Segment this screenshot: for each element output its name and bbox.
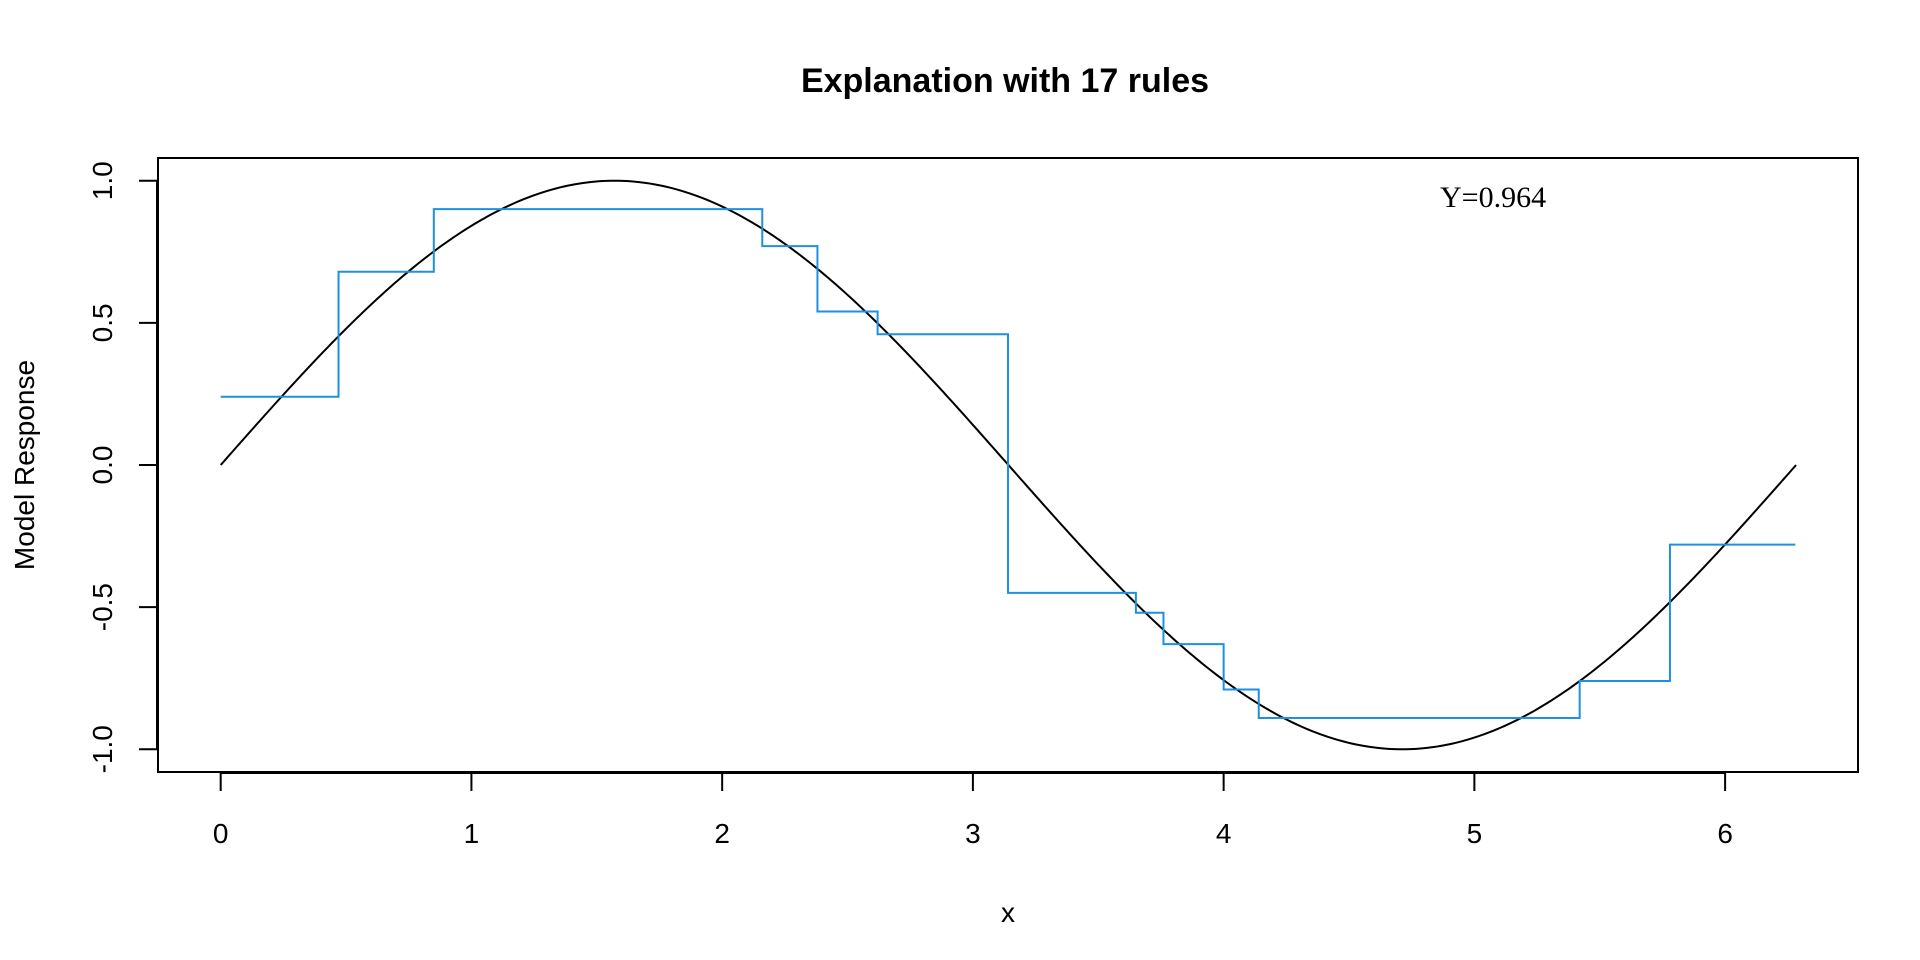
y-tick-label: -0.5 [87, 583, 118, 631]
series-layer [219, 179, 1797, 751]
y-tick-label: 0.0 [87, 446, 118, 485]
x-tick-label: 4 [1216, 818, 1232, 849]
x-tick-label: 5 [1467, 818, 1483, 849]
chart-title: Explanation with 17 rules [801, 62, 1209, 100]
rule-step-line [220, 208, 1796, 719]
x-axis-label: x [1001, 897, 1015, 928]
y-tick-label: -1.0 [87, 725, 118, 773]
x-tick-label: 1 [464, 818, 480, 849]
x-tick-label: 0 [213, 818, 229, 849]
x-tick-label: 3 [965, 818, 981, 849]
x-tick-label: 6 [1717, 818, 1733, 849]
annotation-upsilon: Υ=0.964 [1440, 181, 1546, 214]
y-tick-label: 0.5 [87, 303, 118, 342]
y-axis: -1.0 -0.5 0.0 0.5 1.0 [87, 161, 158, 773]
x-axis: 0 1 2 3 4 5 6 [213, 772, 1733, 849]
x-tick-label: 2 [714, 818, 730, 849]
y-axis-label: Model Response [9, 360, 40, 570]
y-tick-label: 1.0 [87, 161, 118, 200]
